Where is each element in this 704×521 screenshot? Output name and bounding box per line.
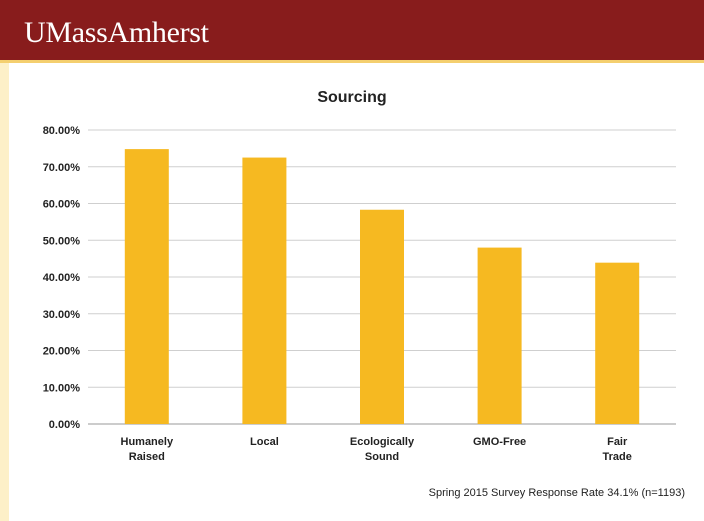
- y-tick-label: 40.00%: [43, 272, 81, 284]
- x-tick-label: Ecologically Sound: [350, 436, 415, 463]
- x-tick-label: Fair Trade: [603, 436, 632, 463]
- site-header: UMassAmherst: [0, 0, 704, 63]
- y-tick-label: 30.00%: [43, 309, 81, 321]
- x-tick-label: Humanely Raised: [121, 436, 174, 463]
- y-tick-label: 60.00%: [43, 199, 81, 211]
- x-tick-label: GMO-Free: [473, 436, 526, 448]
- y-tick-label: 80.00%: [43, 125, 81, 137]
- bar[interactable]: [360, 209, 404, 424]
- chart-title: Sourcing: [317, 89, 387, 106]
- y-tick-label: 20.00%: [43, 346, 81, 358]
- umass-logo[interactable]: UMassAmherst: [24, 16, 209, 49]
- y-tick-label: 50.00%: [43, 235, 81, 247]
- bar[interactable]: [124, 149, 169, 425]
- bar[interactable]: [595, 262, 640, 424]
- x-tick-label: Local: [250, 436, 279, 448]
- bar[interactable]: [477, 247, 522, 424]
- bar[interactable]: [242, 157, 287, 424]
- survey-footnote: Spring 2015 Survey Response Rate 34.1% (…: [428, 487, 685, 499]
- y-tick-label: 10.00%: [43, 382, 81, 394]
- y-tick-label: 0.00%: [49, 419, 80, 431]
- y-tick-label: 70.00%: [43, 162, 81, 174]
